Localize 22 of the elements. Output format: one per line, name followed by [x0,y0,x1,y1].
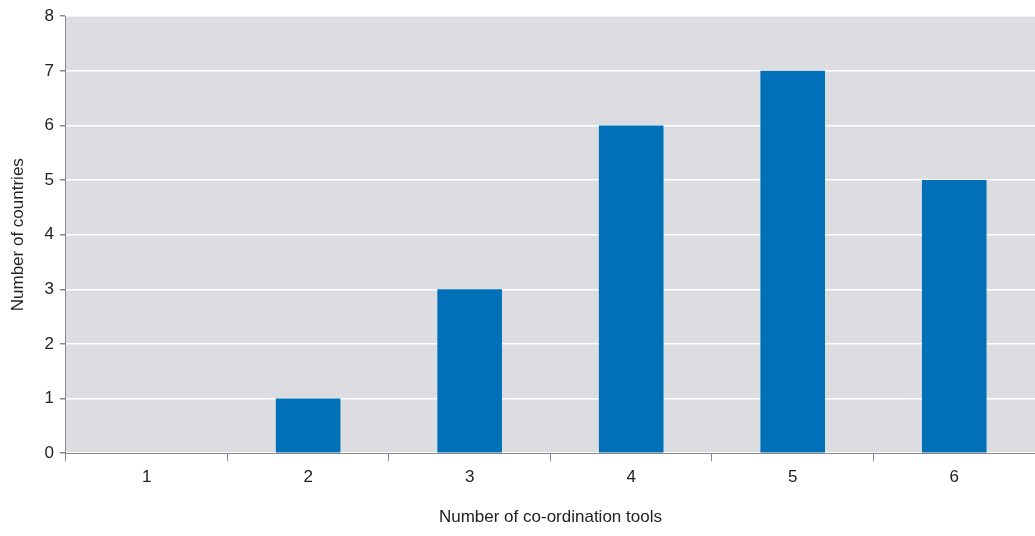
y-tick-label: 0 [44,442,54,462]
bar [275,398,341,453]
x-tick-label: 3 [464,467,475,487]
bar [598,125,664,453]
x-tick-label: 2 [303,467,313,487]
bar [760,70,826,453]
x-axis-title: Number of co-ordination tools [438,507,662,527]
y-tick-label: 4 [44,224,54,244]
y-tick-label: 8 [44,5,54,25]
bar [921,180,987,453]
y-tick-label: 2 [44,333,54,353]
bar [437,289,502,453]
y-tick-label: 6 [44,115,54,135]
x-tick-label: 4 [626,467,636,487]
x-tick-label: 5 [787,467,798,487]
x-tick-label: 1 [141,467,152,487]
y-axis-title: Number of countries [7,158,27,312]
y-tick-label: 3 [44,279,54,299]
y-tick-label: 1 [44,388,54,408]
y-tick-label: 7 [44,60,54,80]
x-tick-label: 6 [949,467,959,487]
y-tick-label: 5 [44,169,54,189]
